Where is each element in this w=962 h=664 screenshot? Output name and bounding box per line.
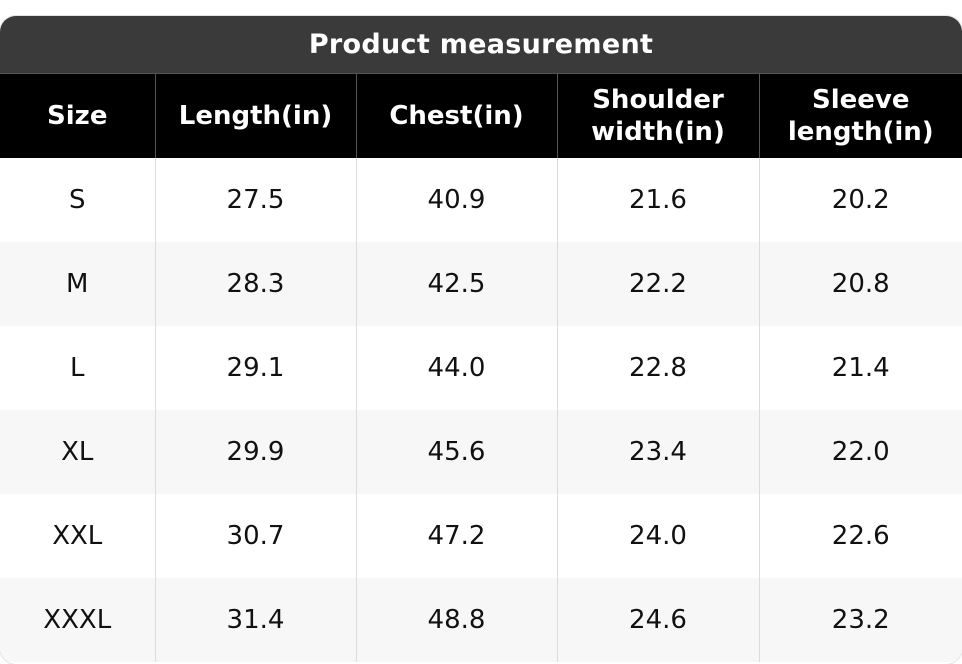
cell-length: 28.3 (154, 242, 356, 326)
table-body: S 27.5 40.9 21.6 20.2 M 28.3 42.5 22.2 20.8 L 29.1 4… (0, 158, 962, 662)
header-shoulder-width: Shoulder width(in) (556, 73, 759, 158)
header-sleeve-length: Sleeve length(in) (758, 73, 962, 158)
cell-chest: 48.8 (355, 578, 557, 662)
cell-shoulder-width: 23.4 (556, 410, 759, 494)
cell-size: M (0, 242, 155, 326)
cell-shoulder-width: 21.6 (556, 158, 759, 242)
cell-size: XL (0, 410, 155, 494)
cell-sleeve-length: 22.0 (758, 410, 962, 494)
cell-length: 29.9 (154, 410, 356, 494)
cell-sleeve-length: 23.2 (758, 578, 962, 662)
cell-chest: 40.9 (355, 158, 557, 242)
cell-size: XXXL (0, 578, 155, 662)
table-row: L 29.1 44.0 22.8 21.4 (0, 326, 962, 410)
cell-size: S (0, 158, 155, 242)
table-row: M 28.3 42.5 22.2 20.8 (0, 242, 962, 326)
header-chest: Chest(in) (355, 73, 557, 158)
header-length: Length(in) (154, 73, 356, 158)
cell-chest: 42.5 (355, 242, 557, 326)
table-row: XL 29.9 45.6 23.4 22.0 (0, 410, 962, 494)
cell-chest: 44.0 (355, 326, 557, 410)
cell-shoulder-width: 22.2 (556, 242, 759, 326)
table-row: XXXL 31.4 48.8 24.6 23.2 (0, 578, 962, 662)
cell-sleeve-length: 22.6 (758, 494, 962, 578)
cell-sleeve-length: 21.4 (758, 326, 962, 410)
cell-sleeve-length: 20.2 (758, 158, 962, 242)
cell-length: 31.4 (154, 578, 356, 662)
cell-shoulder-width: 24.6 (556, 578, 759, 662)
cell-chest: 45.6 (355, 410, 557, 494)
cell-length: 29.1 (154, 326, 356, 410)
cell-sleeve-length: 20.8 (758, 242, 962, 326)
cell-length: 27.5 (154, 158, 356, 242)
header-size: Size (0, 73, 155, 158)
header-row: Size Length(in) Chest(in) Shoulder width… (0, 73, 962, 158)
table-row: XXL 30.7 47.2 24.0 22.6 (0, 494, 962, 578)
cell-length: 30.7 (154, 494, 356, 578)
cell-shoulder-width: 22.8 (556, 326, 759, 410)
measurement-card: Product measurement Size Length(in) Ches… (0, 16, 962, 664)
table-title: Product measurement (0, 16, 962, 73)
cell-size: XXL (0, 494, 155, 578)
cell-size: L (0, 326, 155, 410)
cell-chest: 47.2 (355, 494, 557, 578)
table-row: S 27.5 40.9 21.6 20.2 (0, 158, 962, 242)
size-chart-table: Size Length(in) Chest(in) Shoulder width… (0, 73, 962, 662)
cell-shoulder-width: 24.0 (556, 494, 759, 578)
